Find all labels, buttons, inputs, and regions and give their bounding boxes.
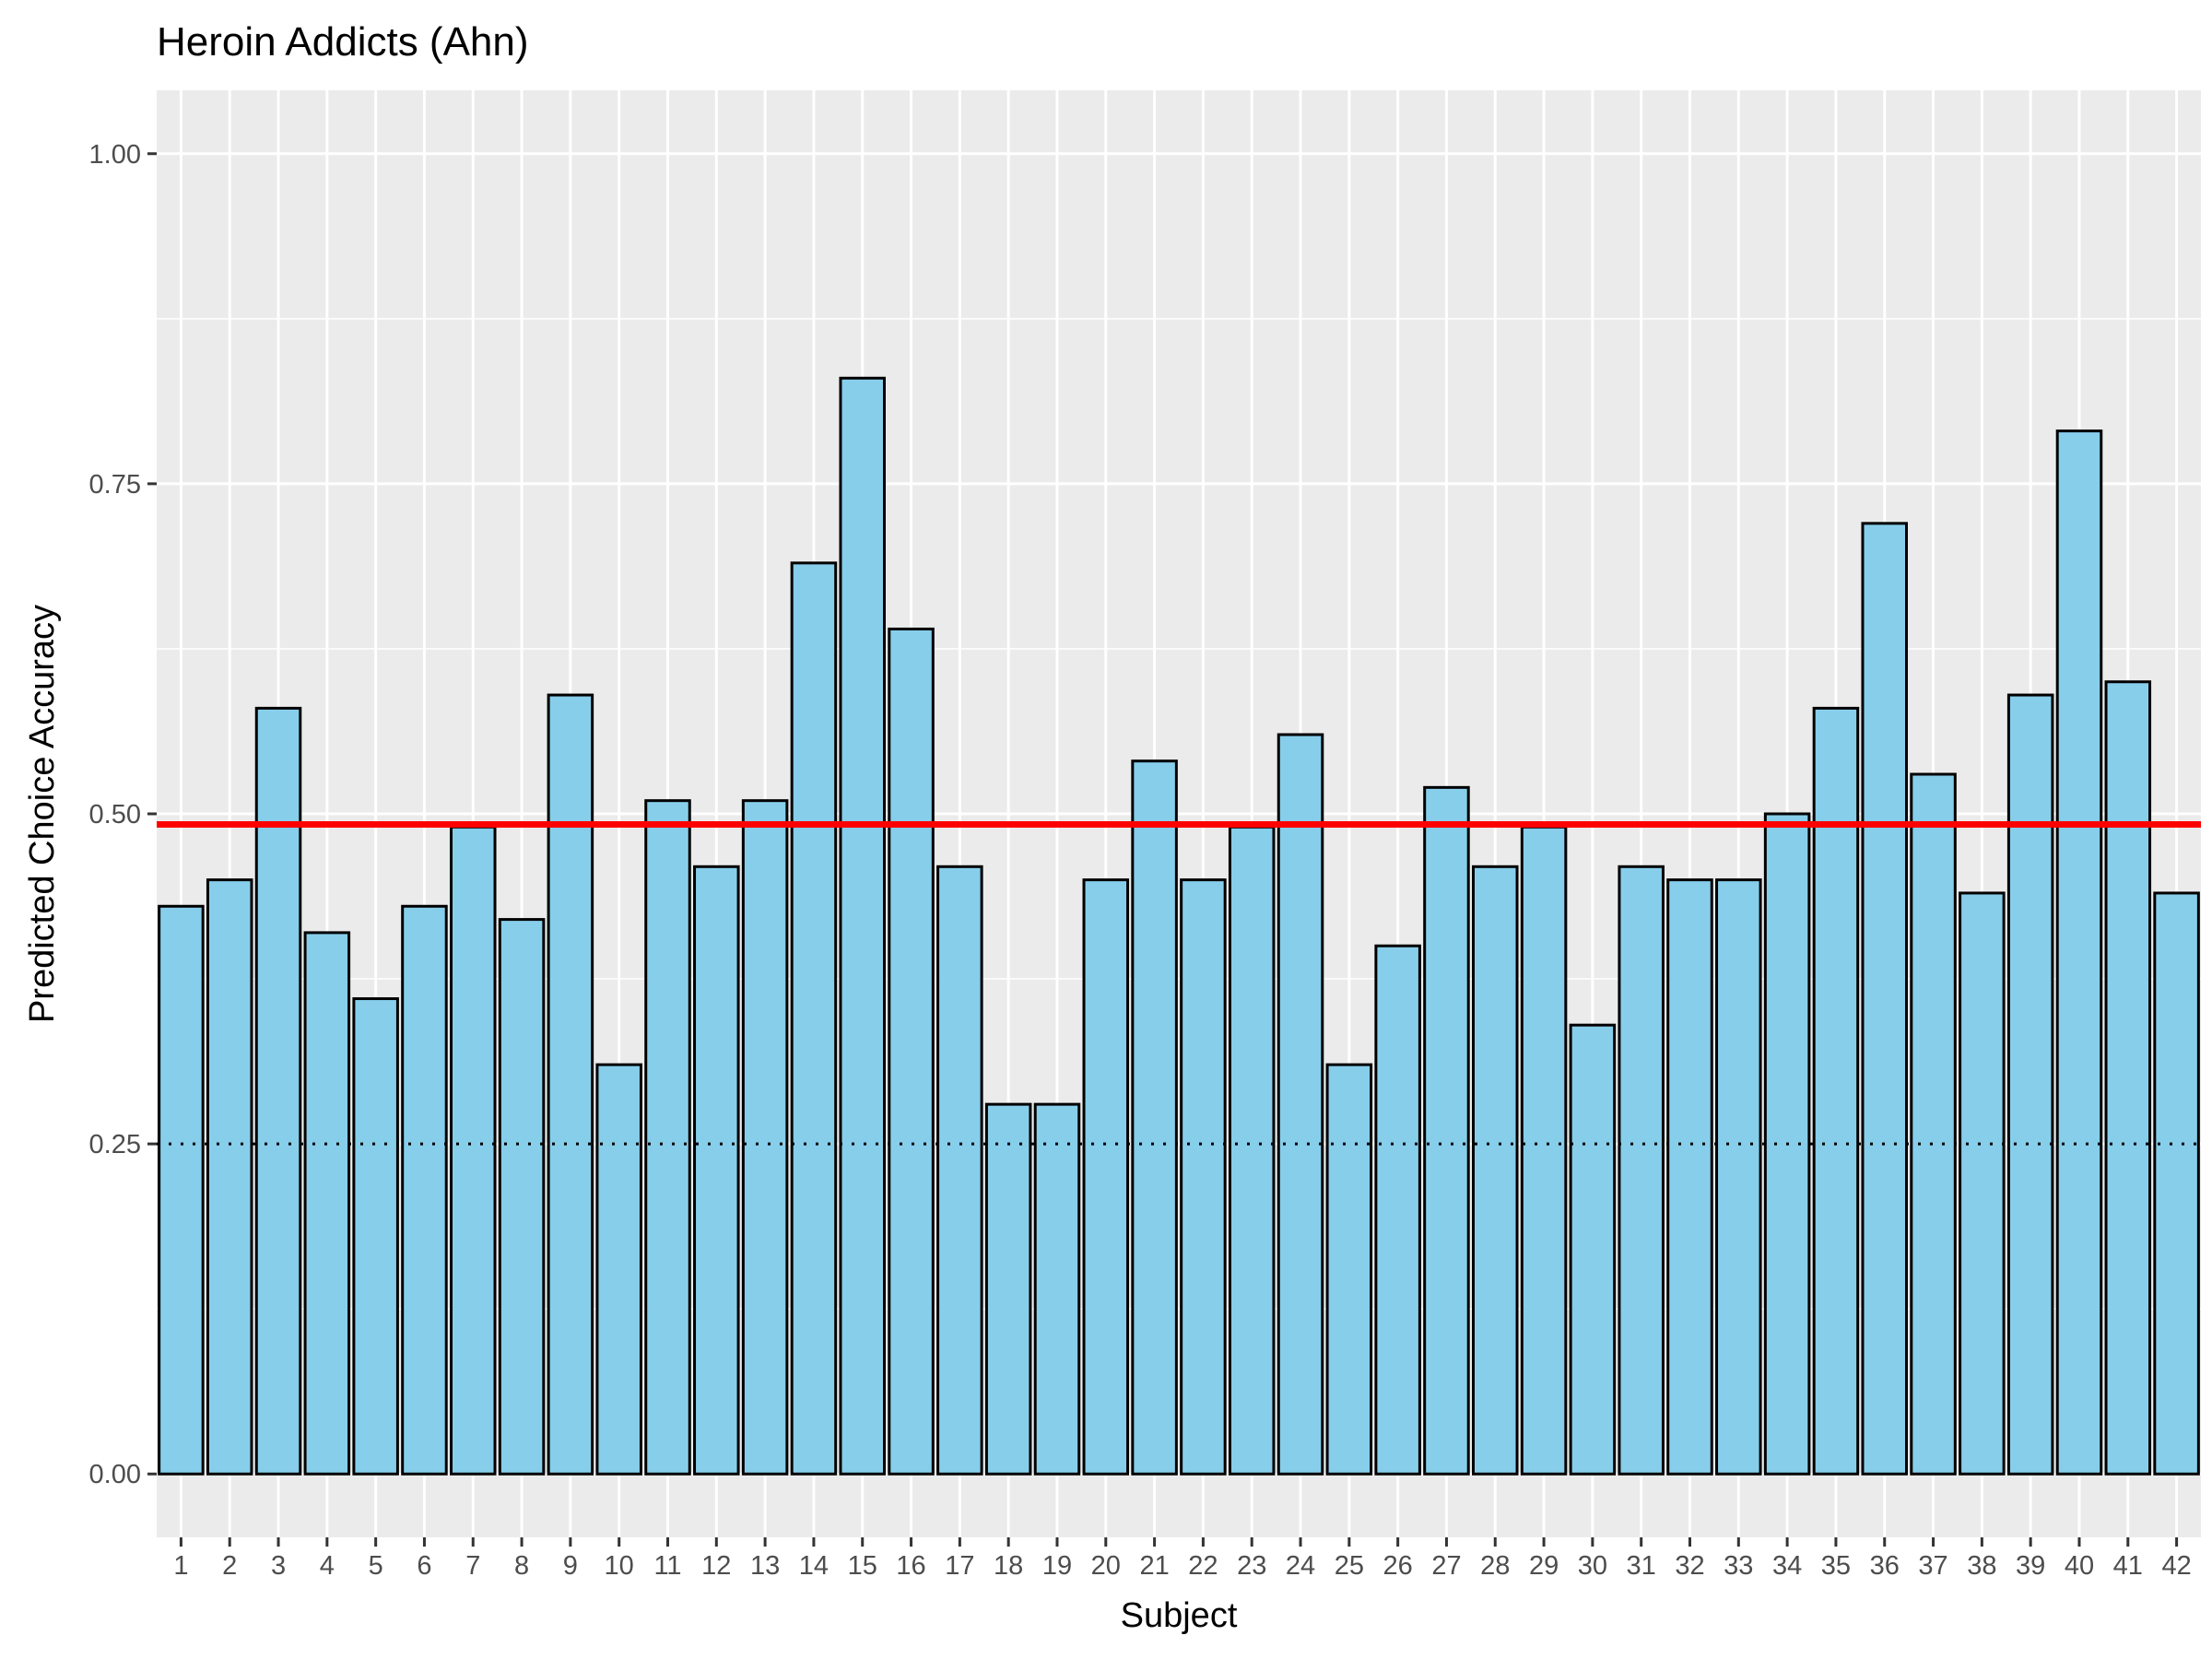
bar-subject-39 bbox=[2006, 693, 2054, 1476]
x-tick-label: 7 bbox=[465, 1551, 480, 1581]
x-tick-label: 22 bbox=[1188, 1551, 1218, 1581]
bar-subject-31 bbox=[1618, 865, 1665, 1476]
y-tick-label: 0.25 bbox=[89, 1130, 141, 1159]
bar-subject-14 bbox=[790, 561, 838, 1476]
bar-subject-26 bbox=[1374, 944, 1421, 1476]
x-tick-label: 30 bbox=[1578, 1551, 1607, 1581]
x-tick-label: 13 bbox=[750, 1551, 780, 1581]
bar-subject-33 bbox=[1715, 878, 1762, 1476]
x-tick-label: 31 bbox=[1627, 1551, 1656, 1581]
bar-subject-15 bbox=[839, 376, 887, 1476]
x-tick-label: 27 bbox=[1431, 1551, 1461, 1581]
x-tick-label: 26 bbox=[1383, 1551, 1413, 1581]
bar-subject-37 bbox=[1910, 772, 1957, 1476]
bar-subject-36 bbox=[1861, 522, 1909, 1476]
x-tick-label: 15 bbox=[848, 1551, 877, 1581]
x-axis-title: Subject bbox=[1121, 1596, 1238, 1635]
bar-subject-20 bbox=[1082, 878, 1130, 1476]
x-tick-label: 11 bbox=[653, 1551, 681, 1581]
bar-subject-19 bbox=[1033, 1102, 1081, 1476]
bar-subject-9 bbox=[547, 693, 594, 1476]
bar-subject-3 bbox=[254, 706, 302, 1476]
y-tick-label: 0.75 bbox=[89, 470, 141, 500]
bar-subject-27 bbox=[1423, 785, 1470, 1476]
bar-subject-13 bbox=[741, 799, 789, 1476]
x-tick-label: 32 bbox=[1675, 1551, 1704, 1581]
y-tick-label: 0.50 bbox=[89, 800, 141, 830]
bar-subject-6 bbox=[401, 904, 448, 1476]
bar-subject-12 bbox=[693, 865, 740, 1476]
bar-subject-16 bbox=[888, 627, 935, 1476]
bar-subject-4 bbox=[303, 931, 351, 1476]
x-tick-label: 21 bbox=[1139, 1551, 1169, 1581]
x-tick-label: 33 bbox=[1724, 1551, 1753, 1581]
x-tick-label: 17 bbox=[945, 1551, 974, 1581]
x-tick-label: 19 bbox=[1042, 1551, 1072, 1581]
bar-subject-32 bbox=[1666, 878, 1713, 1476]
bar-subject-22 bbox=[1180, 878, 1227, 1476]
x-tick-label: 1 bbox=[173, 1551, 188, 1581]
x-tick-label: 4 bbox=[320, 1551, 335, 1581]
x-tick-label: 36 bbox=[1870, 1551, 1900, 1581]
y-tick-label: 0.00 bbox=[89, 1460, 141, 1489]
x-tick-label: 12 bbox=[701, 1551, 731, 1581]
x-tick-label: 8 bbox=[514, 1551, 529, 1581]
bar-subject-21 bbox=[1131, 759, 1178, 1476]
x-tick-label: 3 bbox=[271, 1551, 286, 1581]
x-tick-label: 38 bbox=[1967, 1551, 1996, 1581]
reference-lines bbox=[157, 820, 2201, 1146]
bar-subject-8 bbox=[498, 918, 546, 1476]
bar-subject-41 bbox=[2104, 680, 2152, 1476]
x-tick-label: 16 bbox=[896, 1551, 925, 1581]
x-tick-label: 37 bbox=[1918, 1551, 1947, 1581]
x-tick-label: 18 bbox=[994, 1551, 1023, 1581]
bar-subject-24 bbox=[1277, 733, 1324, 1476]
bar-subject-23 bbox=[1228, 825, 1276, 1476]
bar-subject-40 bbox=[2055, 429, 2103, 1476]
x-tick-label: 41 bbox=[2113, 1551, 2143, 1581]
bar-subject-35 bbox=[1812, 706, 1860, 1476]
bar-subject-17 bbox=[936, 865, 983, 1476]
bars bbox=[158, 376, 2200, 1476]
x-tick-label: 6 bbox=[417, 1551, 431, 1581]
y-axis-title: Predicted Choice Accuracy bbox=[23, 605, 62, 1023]
bar-subject-7 bbox=[449, 825, 497, 1476]
x-tick-label: 20 bbox=[1091, 1551, 1121, 1581]
x-tick-label: 29 bbox=[1529, 1551, 1559, 1581]
x-tick-label: 23 bbox=[1237, 1551, 1266, 1581]
x-tick-label: 2 bbox=[222, 1551, 237, 1581]
bar-subject-28 bbox=[1471, 865, 1519, 1476]
x-tick-label: 5 bbox=[369, 1551, 383, 1581]
bar-subject-30 bbox=[1569, 1023, 1617, 1476]
x-tick-label: 10 bbox=[605, 1551, 634, 1581]
y-tick-label: 1.00 bbox=[89, 140, 141, 170]
x-tick-label: 9 bbox=[563, 1551, 578, 1581]
y-axis: 0.00 0.25 0.50 0.75 1.00 bbox=[89, 140, 157, 1489]
bar-subject-5 bbox=[352, 997, 399, 1476]
bar-subject-38 bbox=[1959, 891, 2006, 1476]
x-tick-label: 14 bbox=[799, 1551, 829, 1581]
x-tick-label: 42 bbox=[2161, 1551, 2191, 1581]
x-tick-label: 34 bbox=[1772, 1551, 1802, 1581]
chart-title: Heroin Addicts (Ahn) bbox=[157, 19, 529, 65]
bar-subject-29 bbox=[1520, 825, 1568, 1476]
x-tick-label: 35 bbox=[1821, 1551, 1851, 1581]
x-tick-label: 25 bbox=[1335, 1551, 1364, 1581]
bar-subject-18 bbox=[984, 1102, 1032, 1476]
bar-subject-11 bbox=[644, 799, 691, 1476]
bar-subject-10 bbox=[595, 1063, 642, 1476]
x-tick-label: 39 bbox=[2016, 1551, 2045, 1581]
bar-subject-2 bbox=[206, 878, 253, 1476]
x-tick-label: 28 bbox=[1480, 1551, 1510, 1581]
x-tick-label: 40 bbox=[2065, 1551, 2094, 1581]
bar-subject-1 bbox=[158, 904, 205, 1476]
x-tick-label: 24 bbox=[1286, 1551, 1315, 1581]
bar-subject-42 bbox=[2153, 891, 2200, 1476]
bar-subject-25 bbox=[1325, 1063, 1373, 1476]
x-axis: 1 2 3 4 5 6 7 8 9 10 11 12 13 14 15 16 17 18 19 20 21 22 23 24 2… bbox=[173, 1537, 2192, 1581]
